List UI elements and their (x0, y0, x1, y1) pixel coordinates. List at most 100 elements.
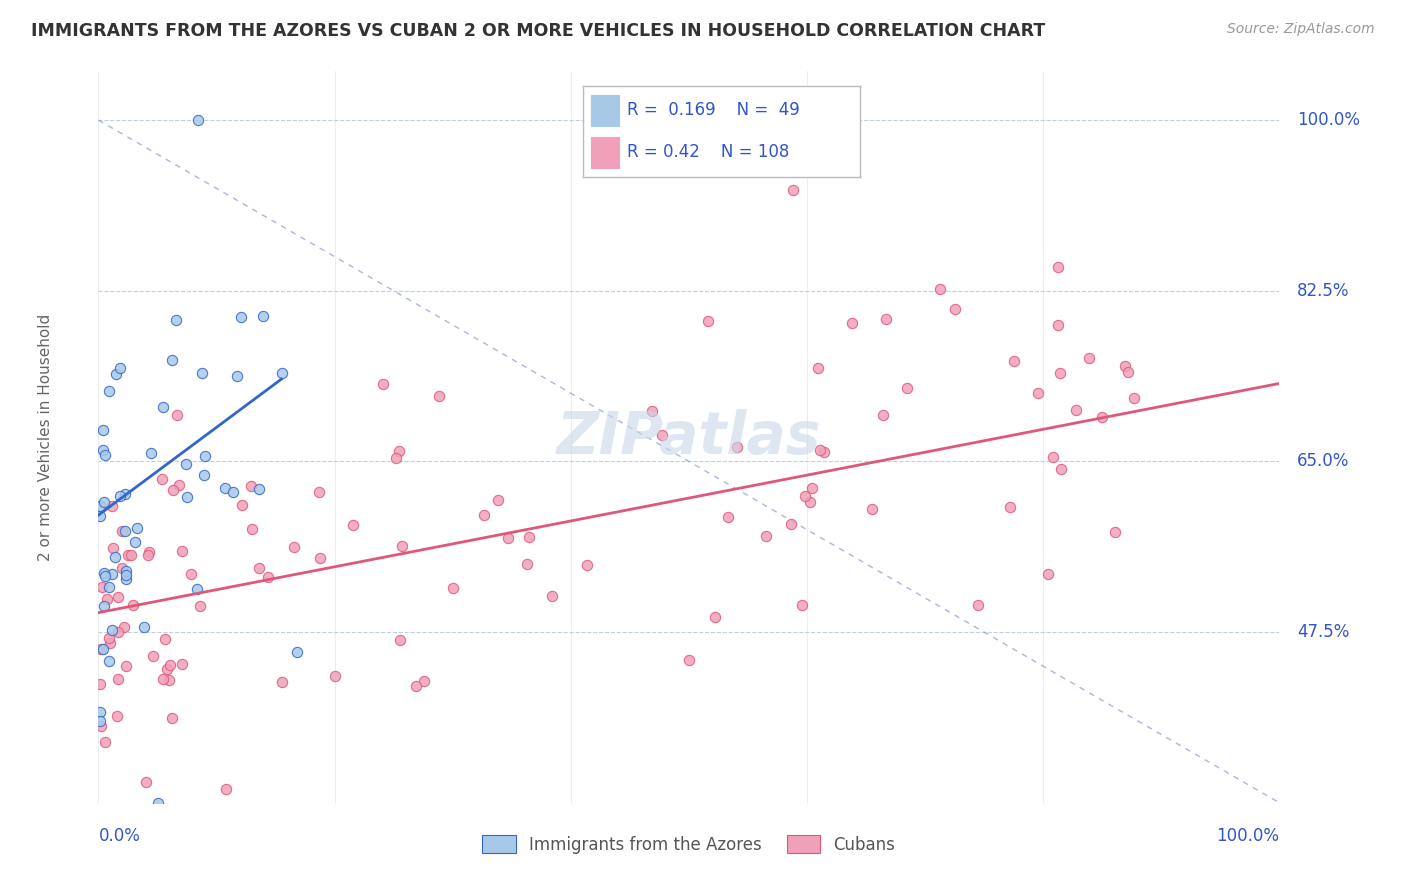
Point (780, 516, 803, 531)
Point (240, 522, 263, 536)
Point (717, 509, 740, 524)
Point (97, 384, 120, 398)
Point (132, 620, 155, 634)
Point (187, 113, 209, 128)
Point (641, 404, 664, 418)
Text: 47.5%: 47.5% (1298, 624, 1350, 641)
Point (89, 508, 111, 523)
Point (105, 368, 128, 382)
Point (252, 310, 274, 324)
Point (90, 719, 112, 733)
Point (115, 567, 138, 582)
Point (308, 485, 330, 500)
Point (412, 673, 434, 688)
Point (111, 524, 134, 538)
Point (283, 540, 305, 554)
Point (389, 632, 412, 647)
Point (1036, 567, 1059, 582)
Point (112, 620, 135, 634)
Point (117, 549, 139, 563)
Point (872, 408, 894, 422)
Point (270, 674, 292, 689)
Point (91, 423, 114, 437)
Point (384, 451, 406, 466)
Text: 100.0%: 100.0% (1216, 827, 1279, 846)
Point (180, 566, 202, 581)
Point (170, 657, 193, 671)
Point (152, 400, 174, 414)
Point (239, 478, 262, 492)
Point (1064, 403, 1087, 417)
Point (146, 796, 169, 810)
Point (405, 679, 427, 693)
Point (101, 541, 124, 555)
Point (799, 495, 821, 509)
Point (107, 624, 129, 639)
Point (105, 708, 128, 723)
Point (122, 598, 145, 612)
Point (94, 735, 117, 749)
Point (943, 301, 966, 316)
Point (157, 673, 180, 688)
Point (114, 572, 136, 586)
Point (231, 310, 253, 324)
Point (114, 524, 136, 539)
Point (256, 570, 278, 584)
Point (93, 641, 115, 656)
Point (159, 657, 181, 672)
Point (247, 560, 270, 574)
Text: 65.0%: 65.0% (1298, 452, 1350, 470)
Point (174, 457, 197, 471)
Point (194, 449, 217, 463)
Point (136, 548, 159, 562)
Point (93, 566, 115, 580)
Point (124, 535, 146, 549)
Point (441, 582, 464, 596)
Point (186, 582, 208, 597)
Point (110, 561, 132, 575)
Text: ZIPatlas: ZIPatlas (557, 409, 821, 466)
Point (808, 442, 831, 457)
Point (755, 529, 778, 543)
Point (807, 361, 830, 376)
Point (782, 183, 804, 197)
Point (896, 381, 918, 395)
Point (89, 499, 111, 513)
Point (167, 477, 190, 491)
Point (107, 590, 129, 604)
Point (1026, 386, 1049, 401)
Point (94, 569, 117, 583)
Point (101, 567, 124, 582)
Point (135, 775, 157, 789)
Point (794, 489, 817, 503)
Point (107, 672, 129, 686)
Point (193, 467, 215, 482)
Point (170, 543, 193, 558)
Point (966, 599, 988, 613)
Point (222, 484, 245, 499)
Point (98, 654, 121, 668)
Point (89, 677, 111, 691)
Point (98, 635, 121, 649)
Point (516, 557, 538, 571)
Point (127, 521, 149, 535)
Point (93, 443, 115, 458)
Point (1047, 260, 1070, 274)
Point (371, 377, 394, 392)
Point (115, 565, 138, 579)
Point (156, 662, 179, 676)
Point (1049, 366, 1071, 380)
Point (929, 282, 952, 296)
Point (813, 445, 835, 459)
Point (191, 366, 214, 380)
Point (101, 623, 124, 637)
Point (1090, 410, 1112, 425)
Point (651, 428, 673, 442)
Point (472, 508, 495, 522)
Text: 100.0%: 100.0% (1298, 112, 1360, 129)
Point (496, 531, 519, 545)
Point (188, 599, 211, 613)
Point (89, 714, 111, 728)
Point (1002, 354, 1025, 368)
Point (1114, 359, 1136, 374)
